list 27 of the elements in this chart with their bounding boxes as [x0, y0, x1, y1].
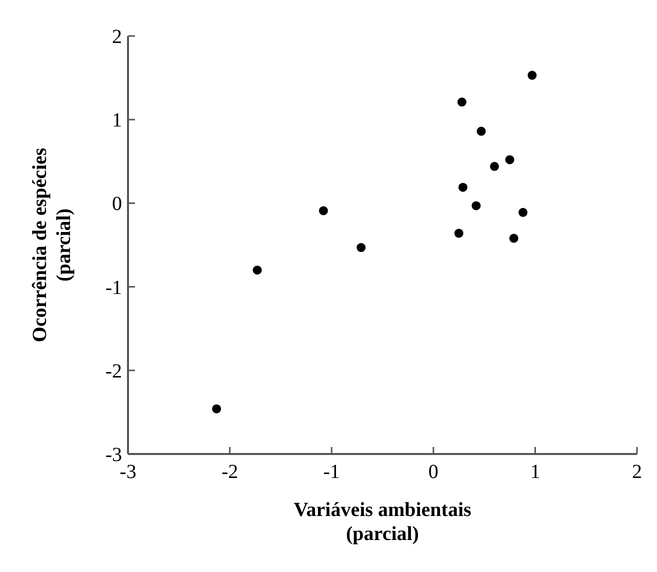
- y-tick-label: -1: [105, 276, 122, 299]
- x-tick-label: 1: [530, 461, 540, 483]
- point: [457, 98, 466, 107]
- point: [476, 126, 486, 136]
- x-tick-label: 0: [428, 461, 438, 483]
- point: [318, 206, 328, 216]
- y-tick-label: -3: [105, 444, 122, 466]
- x-axis-title: Variáveis ambientais (parcial): [294, 499, 472, 545]
- point: [518, 208, 528, 217]
- y-tick-label: -2: [105, 360, 122, 382]
- x-tick-label: -2: [221, 461, 238, 483]
- x-tick-label: 2: [632, 461, 642, 483]
- point: [212, 404, 222, 414]
- y-tick-label: 0: [112, 193, 122, 216]
- point: [454, 228, 464, 238]
- point: [356, 243, 366, 252]
- y-tick-label: 2: [112, 26, 122, 48]
- point: [458, 182, 468, 192]
- point: [472, 201, 481, 210]
- point: [528, 70, 537, 80]
- point: [509, 234, 518, 243]
- y-axis-title: Ocorrência de espécies (parcial): [29, 148, 75, 342]
- y-tick-label: 1: [112, 110, 122, 132]
- x-tick-label: -1: [323, 461, 340, 483]
- point: [505, 155, 514, 164]
- point: [252, 266, 262, 275]
- point: [490, 162, 499, 171]
